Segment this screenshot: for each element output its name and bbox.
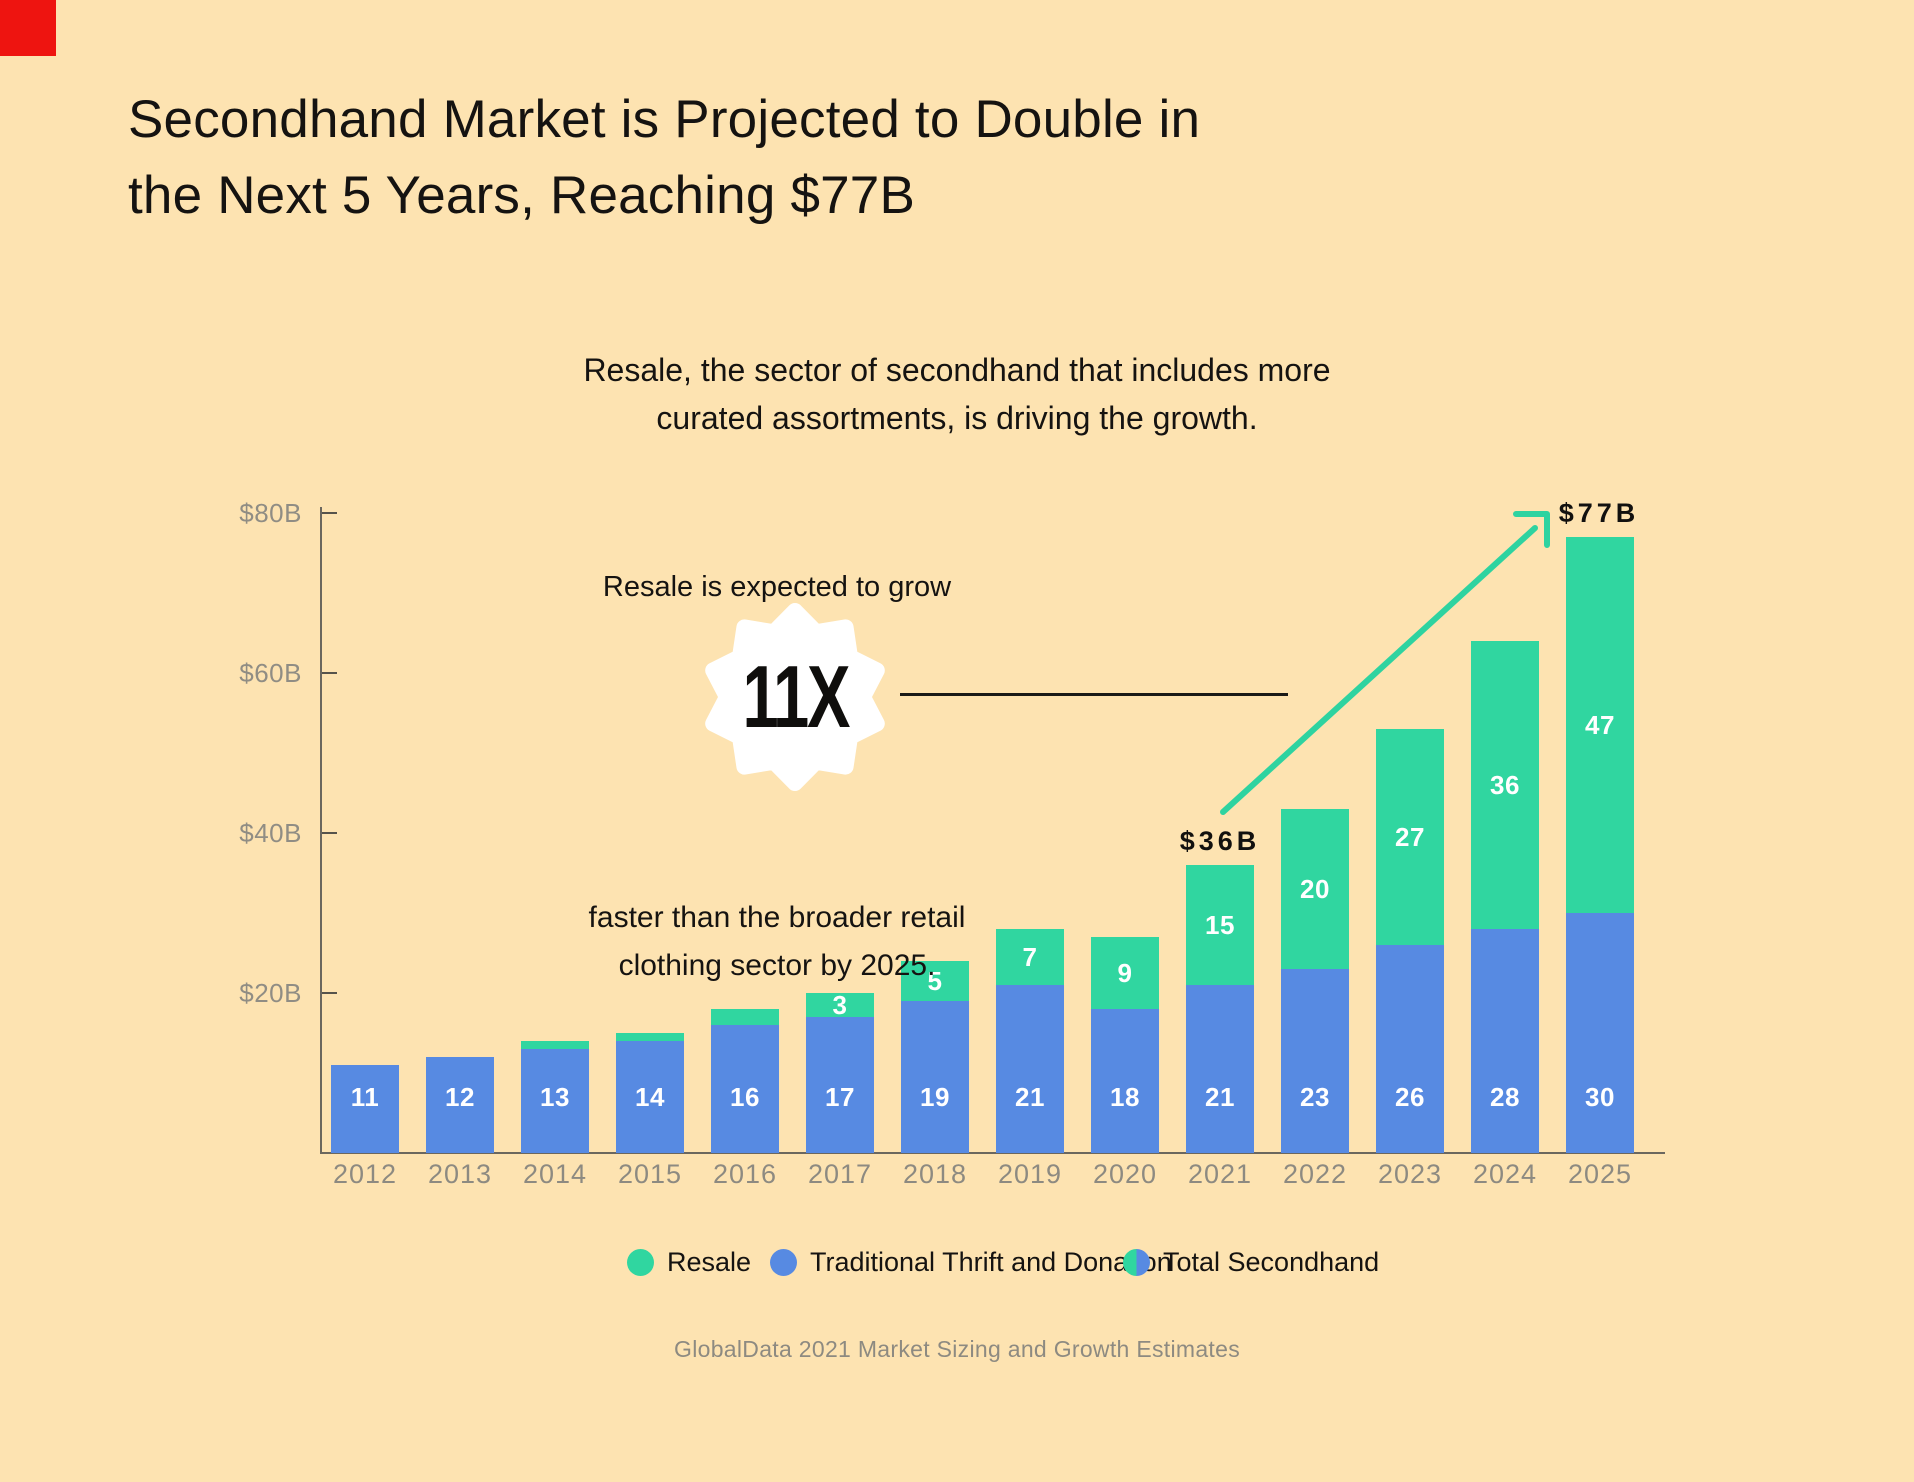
- thrift-swatch-icon: [770, 1248, 797, 1276]
- legend-item-resale: Resale: [627, 1247, 751, 1277]
- bar-thrift-value-label: 30: [1585, 1082, 1615, 1112]
- x-axis-year-label: 2012: [332, 1159, 398, 1189]
- bar-resale-segment: [996, 929, 1064, 985]
- bar-thrift-value-label: 13: [540, 1082, 570, 1112]
- bar-thrift-value-label: 26: [1395, 1082, 1425, 1112]
- bar-thrift-value-label: 12: [445, 1082, 475, 1112]
- bar-resale-segment: [1281, 809, 1349, 969]
- legend-item-total: Total Secondhand: [1123, 1247, 1379, 1277]
- bar-thrift-segment: [616, 1041, 684, 1153]
- legend-label-thrift: Traditional Thrift and Donation: [810, 1247, 1172, 1277]
- bar-thrift-value-label: 11: [350, 1082, 380, 1112]
- bar-thrift-segment: [711, 1025, 779, 1153]
- bar-resale-value-label: 7: [1022, 942, 1038, 972]
- x-axis-year-label: 2018: [902, 1159, 968, 1189]
- bar-thrift-segment: [901, 1001, 969, 1153]
- y-tick-mark: [322, 672, 337, 674]
- bar-thrift-value-label: 21: [1205, 1082, 1235, 1112]
- callout-intro-text: Resale is expected to grow: [602, 571, 952, 603]
- bar-thrift-segment: [1281, 969, 1349, 1153]
- x-axis-year-label: 2020: [1092, 1159, 1158, 1189]
- bar-resale-value-label: 5: [927, 966, 943, 996]
- x-axis-year-label: 2016: [712, 1159, 778, 1189]
- legend-label-resale: Resale: [667, 1247, 752, 1277]
- legend-item-thrift: Traditional Thrift and Donation: [770, 1247, 1172, 1277]
- bar-resale-segment: [521, 1041, 589, 1049]
- divider-line: [900, 693, 1288, 696]
- bar-thrift-segment: [1566, 913, 1634, 1153]
- bar-thrift-segment: [806, 1017, 874, 1153]
- bar-resale-value-label: 36: [1490, 770, 1520, 800]
- x-axis-year-label: 2023: [1377, 1159, 1443, 1189]
- bar-resale-value-label: 9: [1117, 958, 1133, 988]
- bar-thrift-value-label: 28: [1490, 1082, 1520, 1112]
- starburst-badge: [705, 603, 885, 791]
- page-title-line2: the Next 5 Years, Reaching $77B: [128, 166, 916, 225]
- bar-thrift-value-label: 21: [1015, 1082, 1045, 1112]
- callout-detail-text: faster than the broader retail clothing …: [477, 894, 1077, 990]
- x-axis-year-label: 2013: [427, 1159, 493, 1189]
- y-tick-label: $20B: [239, 978, 302, 1008]
- bar-thrift-segment: [426, 1057, 494, 1153]
- bar-resale-value-label: 27: [1395, 822, 1425, 852]
- total-swatch-icon: [1123, 1248, 1150, 1276]
- bar-thrift-value-label: 18: [1110, 1082, 1140, 1112]
- bar-thrift-segment: [1471, 929, 1539, 1153]
- bar-thrift-segment: [1376, 945, 1444, 1153]
- subtitle-line1: Resale, the sector of secondhand that in…: [583, 352, 1331, 388]
- bar-resale-value-label: 47: [1585, 710, 1615, 740]
- bar-thrift-segment: [1091, 1009, 1159, 1153]
- bar-thrift-value-label: 19: [920, 1082, 950, 1112]
- callout-detail-line2: clothing sector by 2025.: [618, 949, 936, 982]
- x-axis-line: [320, 1152, 1665, 1154]
- callout-multiplier-text: 11X: [742, 647, 850, 746]
- x-axis-year-label: 2014: [522, 1159, 588, 1189]
- bar-thrift-value-label: 23: [1300, 1082, 1330, 1112]
- x-axis-year-label: 2024: [1472, 1159, 1538, 1189]
- bar-resale-segment: [1091, 937, 1159, 1009]
- x-axis-year-label: 2019: [997, 1159, 1063, 1189]
- bar-resale-segment: [1186, 865, 1254, 985]
- y-tick-label: $80B: [239, 498, 302, 528]
- x-axis-year-label: 2015: [617, 1159, 683, 1189]
- callout-detail-line1: faster than the broader retail: [588, 901, 966, 934]
- annotation-2025-total: $77B: [1558, 498, 1640, 528]
- bar-thrift-value-label: 17: [825, 1082, 855, 1112]
- bar-thrift-segment: [521, 1049, 589, 1153]
- page-title-line1: Secondhand Market is Projected to Double…: [128, 90, 1201, 149]
- red-marker-square: [0, 0, 56, 56]
- y-tick-mark: [322, 512, 337, 514]
- y-tick-label: $40B: [239, 818, 302, 848]
- bar-resale-segment: [1566, 537, 1634, 913]
- bar-resale-segment: [901, 961, 969, 1001]
- resale-swatch-icon: [627, 1248, 654, 1276]
- bar-resale-segment: [711, 1009, 779, 1025]
- annotation-2021-total: $36B: [1179, 826, 1261, 856]
- subtitle: Resale, the sector of secondhand that in…: [0, 346, 1914, 442]
- y-tick-label: $60B: [239, 658, 302, 688]
- x-axis-year-label: 2022: [1282, 1159, 1348, 1189]
- bar-resale-value-label: 3: [832, 990, 848, 1020]
- source-note: GlobalData 2021 Market Sizing and Growth…: [674, 1336, 1240, 1362]
- subtitle-line2: curated assortments, is driving the grow…: [656, 400, 1258, 436]
- x-axis-year-label: 2021: [1187, 1159, 1253, 1189]
- y-tick-mark: [322, 832, 337, 834]
- bar-resale-segment: [806, 993, 874, 1017]
- bar-thrift-segment: [1186, 985, 1254, 1153]
- y-tick-mark: [322, 992, 337, 994]
- bar-thrift-segment: [996, 985, 1064, 1153]
- page-title: Secondhand Market is Projected to Double…: [128, 82, 1200, 234]
- bar-resale-segment: [616, 1033, 684, 1041]
- y-axis-line: [320, 507, 322, 1154]
- legend-label-total: Total Secondhand: [1163, 1247, 1380, 1277]
- bar-thrift-value-label: 16: [730, 1082, 760, 1112]
- bar-resale-value-label: 15: [1205, 910, 1235, 940]
- bar-resale-value-label: 20: [1300, 874, 1330, 904]
- bar-thrift-segment: [331, 1065, 399, 1153]
- x-axis-year-label: 2017: [807, 1159, 873, 1189]
- bar-thrift-value-label: 14: [635, 1082, 665, 1112]
- x-axis-year-label: 2025: [1567, 1159, 1633, 1189]
